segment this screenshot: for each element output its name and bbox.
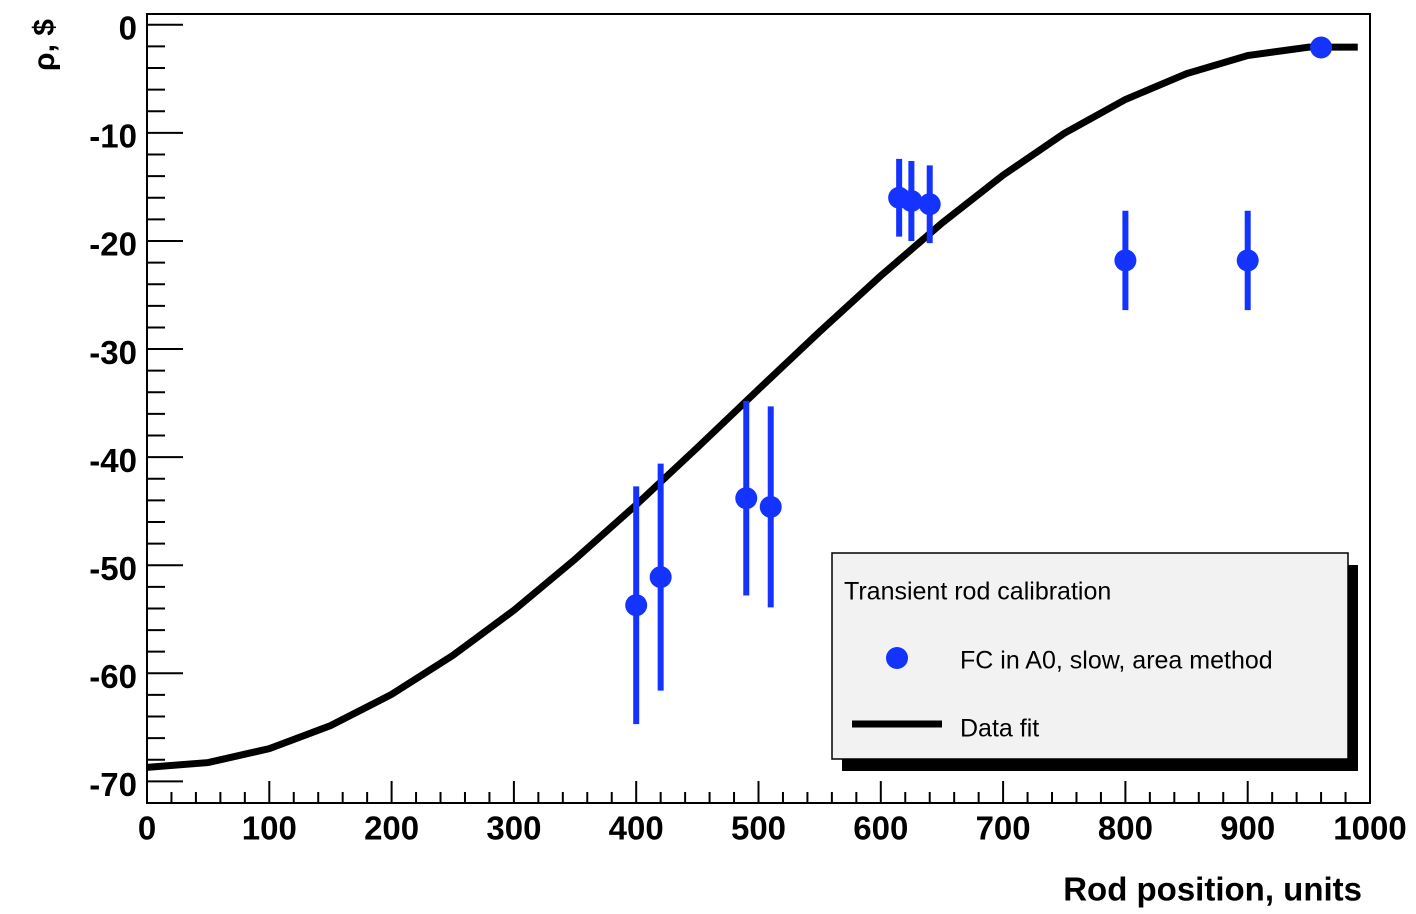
- x-tick-label: 900: [1220, 810, 1275, 847]
- x-tick-label: 100: [242, 810, 297, 847]
- legend-marker: [886, 647, 908, 669]
- data-point: [1114, 249, 1137, 272]
- data-point: [759, 495, 782, 518]
- data-point: [735, 487, 758, 510]
- x-tick-label: 0: [138, 810, 156, 847]
- y-tick-label: -40: [89, 442, 137, 479]
- data-point: [625, 594, 648, 617]
- y-tick-label: -10: [89, 118, 137, 155]
- y-tick-label: -70: [89, 766, 137, 803]
- x-tick-label: 300: [486, 810, 541, 847]
- y-tick-label: -60: [89, 658, 137, 695]
- legend-title: Transient rod calibration: [844, 578, 1111, 606]
- y-tick-label: -50: [89, 550, 137, 587]
- data-point: [918, 193, 941, 216]
- x-tick-label: 800: [1098, 810, 1153, 847]
- x-tick-label: 600: [853, 810, 908, 847]
- data-point: [1236, 249, 1259, 272]
- y-tick-label: -20: [89, 226, 137, 263]
- x-tick-label: 1000: [1333, 810, 1406, 847]
- legend-label: Data fit: [960, 715, 1039, 743]
- legend-label: FC in A0, slow, area method: [960, 647, 1273, 675]
- x-tick-label: 200: [364, 810, 419, 847]
- x-axis-label: Rod position, units: [1063, 871, 1362, 908]
- data-point: [900, 189, 923, 212]
- y-tick-label: -30: [89, 334, 137, 371]
- x-tick-label: 400: [609, 810, 664, 847]
- y-axis-label: ρ, $: [28, 19, 61, 71]
- fit-line: [146, 43, 1358, 771]
- x-tick-label: 500: [731, 810, 786, 847]
- x-tick-label: 700: [976, 810, 1031, 847]
- y-tick-label: 0: [119, 10, 137, 47]
- data-point: [649, 566, 672, 589]
- data-point: [1310, 36, 1333, 59]
